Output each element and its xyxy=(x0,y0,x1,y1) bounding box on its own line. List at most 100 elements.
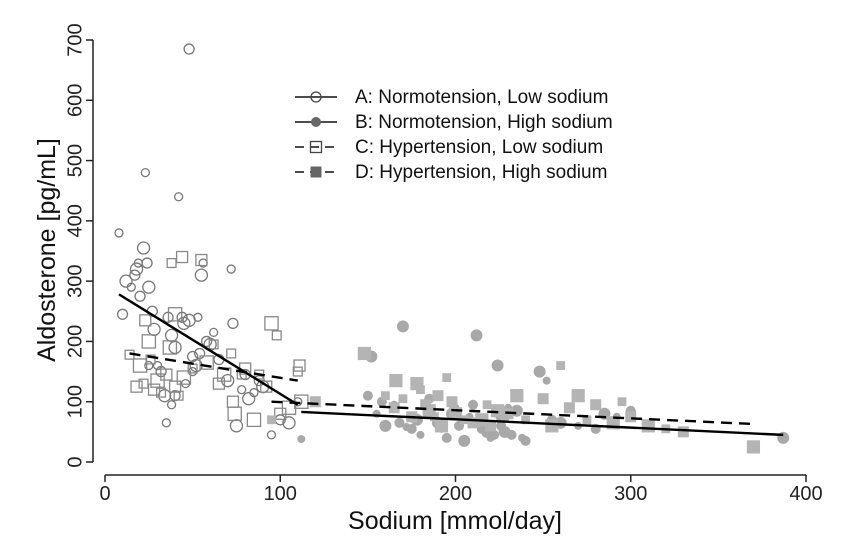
x-tick-label: 300 xyxy=(614,483,647,505)
data-point xyxy=(227,317,239,329)
data-point xyxy=(590,399,602,411)
data-point xyxy=(394,417,405,428)
data-point xyxy=(470,329,483,342)
data-point xyxy=(168,380,182,393)
data-point xyxy=(147,383,161,396)
y-tick-label: 700 xyxy=(64,23,86,56)
data-point xyxy=(677,426,689,438)
legend-marker xyxy=(311,117,321,127)
data-point xyxy=(139,314,152,327)
data-point xyxy=(357,346,371,361)
y-tick-label: 500 xyxy=(64,144,86,177)
data-point xyxy=(271,330,282,341)
data-point xyxy=(176,370,192,385)
data-point xyxy=(136,241,151,255)
data-point xyxy=(510,389,524,403)
data-point xyxy=(446,396,458,408)
legend: A: Normotension, Low sodium B: Normotensi… xyxy=(295,87,613,183)
data-point xyxy=(381,391,390,401)
data-point xyxy=(126,282,136,292)
data-point xyxy=(467,417,479,429)
data-point xyxy=(468,399,479,410)
data-point xyxy=(161,418,171,428)
data-point xyxy=(144,360,154,371)
data-point xyxy=(434,419,449,433)
data-point xyxy=(246,412,262,428)
data-point xyxy=(521,415,530,425)
data-point xyxy=(556,361,566,370)
data-point xyxy=(506,429,517,440)
legend-marker xyxy=(310,91,322,103)
data-point xyxy=(389,374,403,388)
data-point xyxy=(129,269,141,281)
data-point xyxy=(175,250,189,264)
data-point xyxy=(282,416,296,430)
fit-line xyxy=(301,410,784,437)
data-point xyxy=(145,354,156,365)
data-point xyxy=(617,397,627,407)
legend-item: A: Normotension, Low sodium xyxy=(295,87,608,108)
data-point xyxy=(227,406,242,422)
data-point xyxy=(164,328,179,343)
x-tick-label: 0 xyxy=(99,483,110,505)
data-point xyxy=(209,327,219,338)
y-axis-title: Aldosterone [pg/mL] xyxy=(33,138,61,362)
data-point xyxy=(641,419,655,433)
data-point xyxy=(432,390,444,402)
data-point xyxy=(157,389,172,403)
data-point xyxy=(491,359,504,372)
data-point xyxy=(430,412,439,422)
plot-area xyxy=(114,43,790,454)
data-point xyxy=(458,434,471,447)
legend-item: C: Hypertension, Low sodium xyxy=(295,137,603,158)
data-point xyxy=(130,380,143,393)
data-point xyxy=(167,307,183,322)
axes: 0 100 200 300 400 500 600 700 0 100 200 300 400 xyxy=(64,23,822,505)
legend-item: B: Normotension, High sodium xyxy=(295,112,613,133)
data-point xyxy=(152,360,163,371)
data-point xyxy=(379,419,392,432)
data-point xyxy=(533,365,546,378)
x-tick-label: 400 xyxy=(789,483,822,505)
data-point xyxy=(260,380,273,393)
legend-marker xyxy=(310,166,322,178)
data-point xyxy=(267,415,276,425)
data-point xyxy=(183,43,195,55)
legend-label: C: Hypertension, Low sodium xyxy=(355,137,603,158)
data-point xyxy=(520,435,531,446)
data-point xyxy=(141,334,157,349)
data-point xyxy=(140,167,150,178)
data-point xyxy=(114,228,124,238)
x-tick-label: 100 xyxy=(264,483,297,505)
data-point xyxy=(416,430,425,439)
data-point xyxy=(134,290,146,302)
data-point xyxy=(482,400,492,410)
data-point xyxy=(199,355,214,370)
data-point xyxy=(208,339,219,350)
y-tick-label: 300 xyxy=(64,264,86,297)
x-ticks: 0 100 200 300 400 xyxy=(99,475,823,505)
data-point xyxy=(193,312,203,322)
fit-lines xyxy=(118,293,784,437)
data-point xyxy=(173,192,184,202)
data-point xyxy=(249,388,259,398)
data-point xyxy=(129,262,144,276)
data-point xyxy=(237,385,247,395)
data-point xyxy=(141,257,153,269)
data-point xyxy=(156,387,167,398)
y-tick-label: 600 xyxy=(64,84,86,117)
data-point xyxy=(406,423,417,434)
data-point xyxy=(746,440,761,454)
legend-label: B: Normotension, High sodium xyxy=(355,112,613,133)
data-point xyxy=(132,358,148,373)
data-point xyxy=(200,335,213,348)
x-axis-title: Sodium [mmol/day] xyxy=(348,507,562,535)
data-point xyxy=(309,396,321,408)
data-point xyxy=(226,264,236,274)
data-point xyxy=(142,280,156,294)
data-point xyxy=(571,389,585,403)
legend-label: D: Hypertension, High sodium xyxy=(355,162,607,183)
data-point xyxy=(293,359,306,372)
data-point xyxy=(542,376,551,385)
